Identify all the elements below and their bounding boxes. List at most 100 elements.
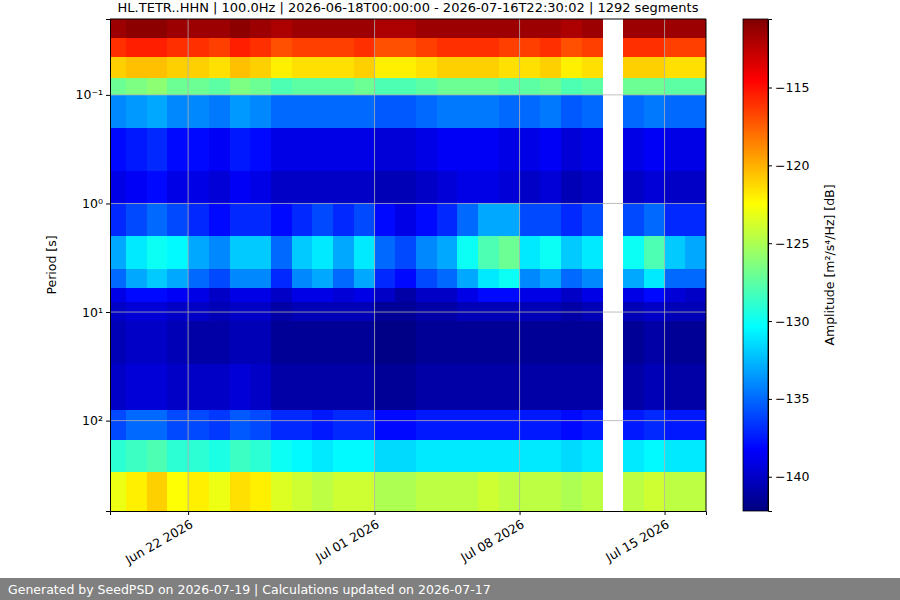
cell (457, 38, 478, 58)
cell (167, 269, 188, 289)
cell (685, 38, 706, 58)
grid-line (110, 312, 706, 313)
cell (623, 19, 644, 39)
cell (623, 78, 644, 95)
cell (685, 128, 706, 172)
cell (582, 19, 603, 39)
cell (561, 19, 582, 39)
tick-mark (768, 165, 772, 166)
cell (623, 236, 644, 269)
cell (271, 288, 292, 302)
cell (478, 95, 499, 128)
cell (167, 57, 188, 78)
cell (623, 128, 644, 172)
cell (188, 171, 209, 204)
cell (416, 95, 437, 128)
cell (312, 128, 333, 172)
cell (230, 472, 251, 511)
cell (312, 171, 333, 204)
cell (478, 410, 499, 440)
tick-mark (375, 511, 376, 515)
cell (375, 57, 396, 78)
cell (540, 472, 561, 511)
cell (561, 171, 582, 204)
cell (126, 410, 147, 440)
cell (520, 302, 541, 322)
cell (478, 57, 499, 78)
cell (561, 269, 582, 289)
cell (230, 236, 251, 269)
cell (520, 269, 541, 289)
cell (271, 302, 292, 322)
cell (457, 57, 478, 78)
cell (395, 128, 416, 172)
cell (312, 203, 333, 236)
cell (126, 269, 147, 289)
cell (561, 57, 582, 78)
tick-label: −140 (775, 469, 809, 484)
cell (209, 95, 230, 128)
cell (188, 269, 209, 289)
cell (126, 78, 147, 95)
cell (582, 78, 603, 95)
cell (623, 364, 644, 411)
tick: Jul 15 2026 (602, 511, 672, 565)
cell (110, 364, 126, 411)
cell (520, 57, 541, 78)
cell (416, 128, 437, 172)
cell (540, 410, 561, 440)
cell (188, 440, 209, 473)
cell (685, 19, 706, 39)
cell (582, 128, 603, 172)
cell (333, 410, 354, 440)
cell (561, 95, 582, 128)
cell (685, 78, 706, 95)
cell (644, 302, 665, 322)
cell (416, 171, 437, 204)
cell (250, 171, 271, 204)
cell (110, 203, 126, 236)
cell (333, 364, 354, 411)
cell (478, 203, 499, 236)
cell (375, 364, 396, 411)
cell (110, 19, 126, 39)
cell (333, 440, 354, 473)
cell (644, 38, 665, 58)
cell (520, 288, 541, 302)
cell (209, 236, 230, 269)
tick: −140 (768, 469, 809, 484)
cell (540, 302, 561, 322)
cell (644, 128, 665, 172)
cell (188, 78, 209, 95)
cell (665, 440, 686, 473)
cell (292, 38, 313, 58)
tick: −125 (768, 236, 809, 251)
cell (540, 236, 561, 269)
cell (292, 288, 313, 302)
cell (437, 19, 458, 39)
cell (147, 95, 168, 128)
cell (644, 410, 665, 440)
cell (230, 288, 251, 302)
cell (665, 57, 686, 78)
colorbar-title: Amplitude [m²/s⁴/Hz] [dB] (822, 184, 837, 345)
cell (582, 321, 603, 365)
cell (623, 38, 644, 58)
cell (437, 288, 458, 302)
cell (457, 472, 478, 511)
cell (312, 78, 333, 95)
cell (250, 203, 271, 236)
cell (437, 410, 458, 440)
cell (375, 302, 396, 322)
cell (644, 321, 665, 365)
frame (706, 19, 707, 511)
cell (312, 19, 333, 39)
cell (333, 171, 354, 204)
tick-mark (106, 95, 110, 96)
cell (644, 364, 665, 411)
cell (230, 19, 251, 39)
cell (437, 95, 458, 128)
cell (126, 171, 147, 204)
cell (147, 410, 168, 440)
cell (561, 236, 582, 269)
